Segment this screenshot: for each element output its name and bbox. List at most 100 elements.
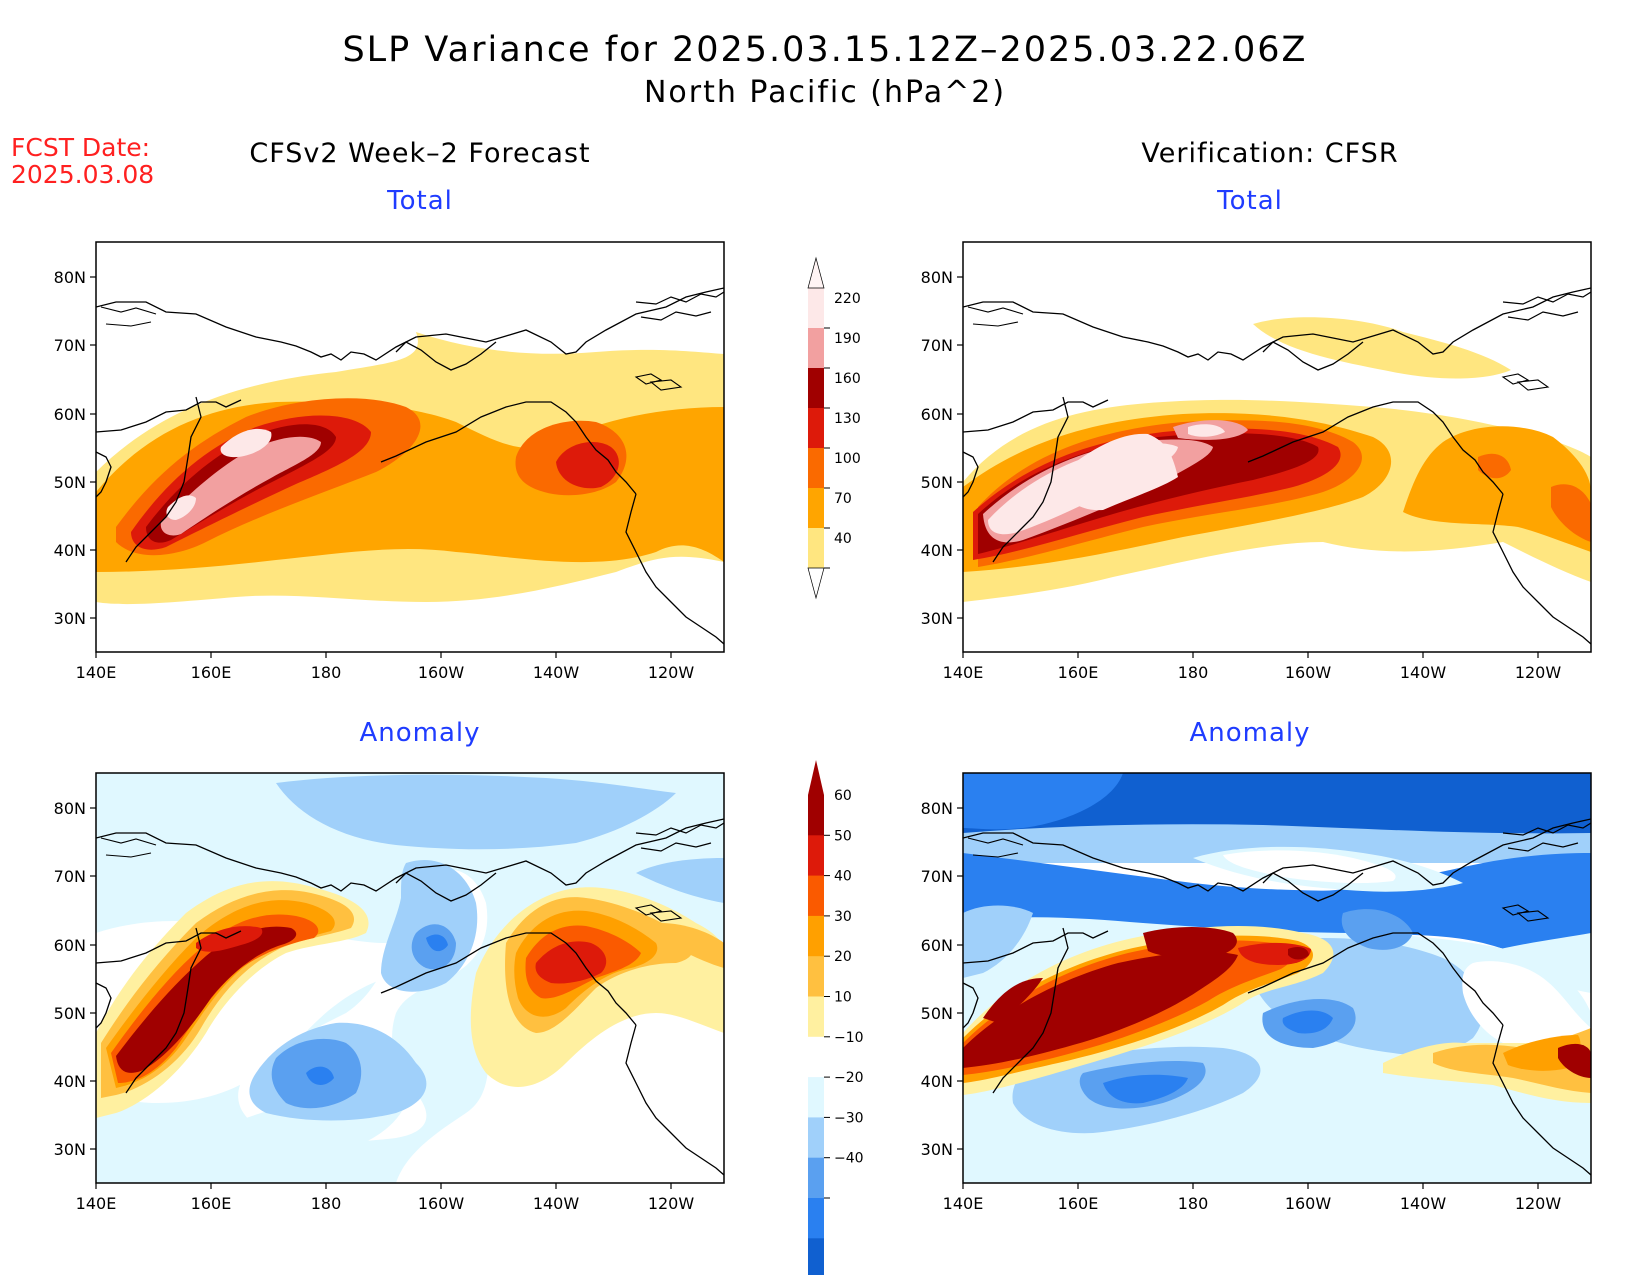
colorbar-anomaly-segment xyxy=(808,1077,824,1118)
lon-tick-label: 140E xyxy=(943,1194,984,1213)
lon-tick-label: 120W xyxy=(648,663,695,682)
lon-tick-label: 160E xyxy=(1058,663,1099,682)
lon-tick-label: 140E xyxy=(76,663,117,682)
lon-tick-label: 180 xyxy=(311,1194,342,1213)
lat-tick-label: 80N xyxy=(921,268,953,287)
colorbar-total-segment xyxy=(808,408,824,449)
lat-tick-label: 60N xyxy=(921,936,953,955)
colorbar-total-label: 220 xyxy=(834,291,861,307)
colorbar-anomaly-label: −20 xyxy=(834,1070,864,1086)
colorbar-anomaly-segment xyxy=(808,795,824,836)
lat-tick-label: 40N xyxy=(921,1072,953,1091)
colorbar-total-label: 100 xyxy=(834,451,861,467)
lat-tick-label: 30N xyxy=(921,1140,953,1159)
colorbar-total-top-arrow xyxy=(807,256,825,289)
forecast-anomaly-map xyxy=(89,772,725,1190)
fcst-date-value: 2025.03.08 xyxy=(11,160,155,189)
lon-tick-label: 120W xyxy=(648,1194,695,1213)
lon-tick-label: 140W xyxy=(533,663,580,682)
colorbar-total-label: 40 xyxy=(834,531,852,547)
lat-tick-label: 70N xyxy=(54,336,86,355)
lat-tick-label: 40N xyxy=(54,541,86,560)
lat-tick-label: 70N xyxy=(54,867,86,886)
figure-title: SLP Variance for 2025.03.15.12Z–2025.03.… xyxy=(342,30,1308,70)
colorbar-anomaly-label: 20 xyxy=(834,949,852,965)
forecast-anomaly-subtitle: Anomaly xyxy=(359,718,481,748)
lon-tick-label: 180 xyxy=(1178,663,1209,682)
lat-tick-label: 50N xyxy=(921,1004,953,1023)
verification-anomaly-subtitle: Anomaly xyxy=(1189,718,1311,748)
lon-tick-label: 160W xyxy=(1285,1194,1332,1213)
lon-tick-label: 160W xyxy=(1285,663,1332,682)
verification-column-title: Verification: CFSR xyxy=(1141,138,1399,169)
forecast-column-title: CFSv2 Week–2 Forecast xyxy=(249,138,591,169)
colorbar-total-label: 70 xyxy=(834,491,852,507)
colorbar-total-segment xyxy=(808,448,824,489)
colorbar-total-segment xyxy=(808,368,824,409)
colorbar-anomaly-segment xyxy=(808,915,824,957)
colorbar-total-label: 190 xyxy=(834,331,861,347)
verification-total-subtitle: Total xyxy=(1217,186,1283,216)
lat-tick-label: 40N xyxy=(54,1072,86,1091)
lon-tick-label: 160E xyxy=(191,663,232,682)
colorbar-anomaly-segment xyxy=(808,1238,824,1275)
lon-tick-label: 180 xyxy=(1178,1194,1209,1213)
colorbar-anomaly-label: 50 xyxy=(834,828,852,844)
lat-tick-label: 30N xyxy=(54,609,86,628)
lon-tick-label: 140W xyxy=(1400,1194,1447,1213)
forecast-total-subtitle: Total xyxy=(387,186,453,216)
colorbar-total-segment xyxy=(808,488,824,529)
lat-tick-label: 50N xyxy=(54,1004,86,1023)
lon-tick-label: 160E xyxy=(1058,1194,1099,1213)
colorbar-anomaly-segment xyxy=(808,1036,824,1078)
lon-tick-label: 160W xyxy=(418,663,465,682)
lat-tick-label: 30N xyxy=(921,609,953,628)
forecast-total-map xyxy=(89,241,725,659)
colorbar-total-label: 160 xyxy=(834,371,861,387)
colorbar-anomaly-segment xyxy=(808,1198,824,1239)
colorbar-anomaly: 60 50 40 30 20 10 −10 −20 −30 −40 xyxy=(808,760,864,1275)
colorbar-anomaly-segment xyxy=(808,1117,824,1159)
colorbar-anomaly-segment xyxy=(808,1157,824,1199)
colorbar-anomaly-segment xyxy=(808,996,824,1038)
lon-tick-label: 140W xyxy=(1400,663,1447,682)
colorbar-anomaly-segment xyxy=(808,835,824,877)
lon-tick-label: 140E xyxy=(76,1194,117,1213)
lat-tick-label: 80N xyxy=(54,799,86,818)
lat-tick-label: 70N xyxy=(921,336,953,355)
colorbar-anomaly-label: 40 xyxy=(834,869,852,885)
lon-tick-label: 180 xyxy=(311,663,342,682)
lat-tick-label: 40N xyxy=(921,541,953,560)
colorbar-total-bottom-arrow xyxy=(807,567,825,600)
colorbar-anomaly-top-arrow xyxy=(808,760,824,795)
colorbar-anomaly-label: −40 xyxy=(834,1151,864,1167)
colorbar-total-segment xyxy=(808,288,824,329)
lat-tick-label: 60N xyxy=(54,405,86,424)
fcst-date-label: FCST Date: xyxy=(11,133,151,162)
lon-tick-label: 140W xyxy=(533,1194,580,1213)
colorbar-anomaly-label: −30 xyxy=(834,1110,864,1126)
figure-subtitle: North Pacific (hPa^2) xyxy=(643,75,1007,110)
colorbar-anomaly-label: 10 xyxy=(834,990,852,1006)
lon-tick-label: 120W xyxy=(1515,663,1562,682)
lon-tick-label: 120W xyxy=(1515,1194,1562,1213)
verification-total-map xyxy=(956,241,1592,659)
lat-tick-label: 50N xyxy=(921,473,953,492)
lat-tick-label: 80N xyxy=(921,799,953,818)
lat-tick-label: 60N xyxy=(921,405,953,424)
lat-tick-label: 80N xyxy=(54,268,86,287)
lat-tick-label: 70N xyxy=(921,867,953,886)
colorbar-anomaly-label: −10 xyxy=(834,1030,864,1046)
colorbar-total-segment xyxy=(808,328,824,369)
colorbar-anomaly-label: 60 xyxy=(834,788,852,804)
colorbar-anomaly-label: 30 xyxy=(834,909,852,925)
lat-tick-label: 50N xyxy=(54,473,86,492)
lat-tick-label: 30N xyxy=(54,1140,86,1159)
lon-tick-label: 160E xyxy=(191,1194,232,1213)
colorbar-total-segment xyxy=(808,528,824,569)
colorbar-anomaly-segment xyxy=(808,875,824,917)
lat-tick-label: 60N xyxy=(54,936,86,955)
colorbar-total-label: 130 xyxy=(834,411,861,427)
verification-anomaly-map xyxy=(956,772,1592,1190)
